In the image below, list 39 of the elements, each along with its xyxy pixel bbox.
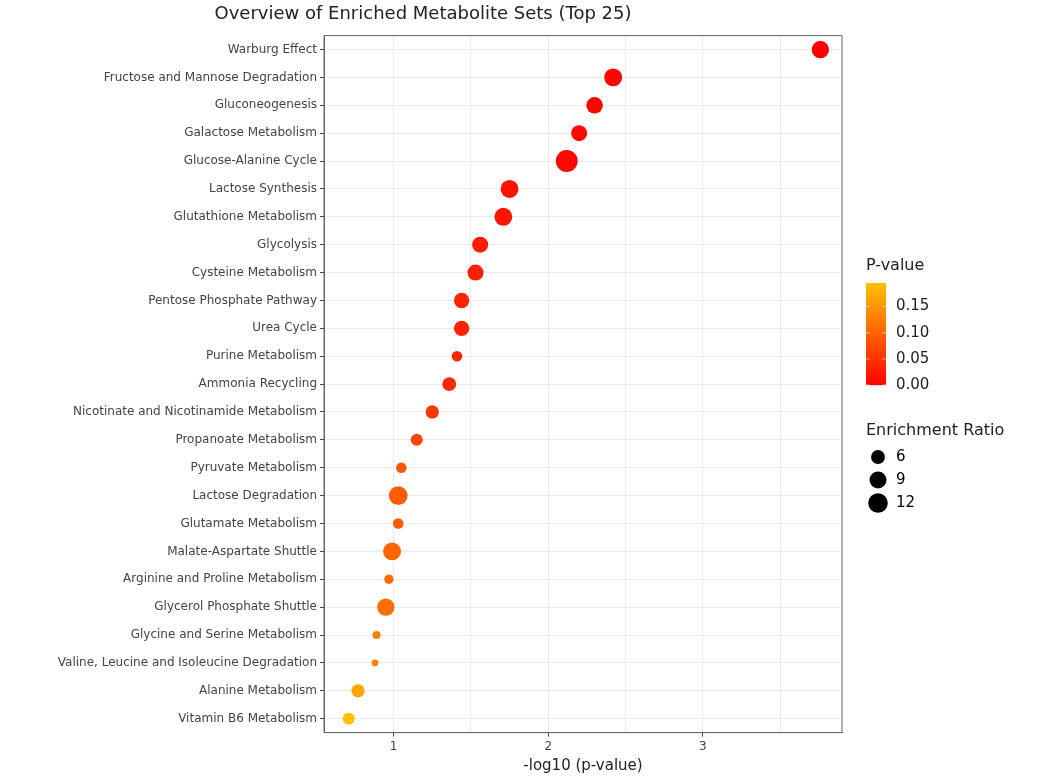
color-bar-title: P-value [866,255,925,274]
x-axis-title: -log10 (p-value) [523,755,643,774]
y-tick-label: Vitamin B6 Metabolism [178,710,317,725]
y-tick-label: Glucose-Alanine Cycle [183,153,317,168]
legend-label: 6 [896,446,906,465]
legend-label: 12 [896,492,916,511]
y-tick-label: Pyruvate Metabolism [190,459,317,474]
y-tick-label: Ammonia Recycling [198,376,317,391]
y-tick-label: Galactose Metabolism [184,125,317,140]
y-tick-label: Glutamate Metabolism [180,515,317,530]
y-tick-label: Cysteine Metabolism [191,264,317,279]
color-bar-label: 0.15 [896,296,930,315]
y-tick-label: Pentose Phosphate Pathway [148,292,317,307]
y-tick-label: Gluconeogenesis [214,97,317,112]
y-tick-label: Glutathione Metabolism [173,208,317,223]
x-tick-label: 3 [699,738,707,753]
y-tick-label: Lactose Degradation [192,487,317,502]
y-tick-label: Fructose and Mannose Degradation [103,69,317,84]
legend-label: 9 [896,469,906,488]
y-tick-label: Warburg Effect [227,41,318,56]
y-tick-label: Glycine and Serine Metabolism [130,627,317,642]
y-tick-label: Malate-Aspartate Shuttle [167,543,317,558]
y-tick-label: Lactose Synthesis [209,181,317,196]
color-bar-label: 0.00 [896,374,930,393]
y-tick-label: Glycerol Phosphate Shuttle [154,599,317,614]
y-tick-label: Glycolysis [257,236,317,251]
y-tick-label: Purine Metabolism [205,348,317,363]
y-tick-label: Nicotinate and Nicotinamide Metabolism [73,404,317,419]
y-tick-label: Alanine Metabolism [198,682,317,697]
y-tick-label: Urea Cycle [252,320,317,335]
x-tick-label: 1 [389,738,398,753]
x-tick-label: 2 [544,738,553,753]
legend-title: Enrichment Ratio [866,420,1005,439]
y-tick-label: Valine, Leucine and Isoleucine Degradation [57,655,317,670]
y-tick-label: Propanoate Metabolism [175,431,317,446]
y-tick-label: Arginine and Proline Metabolism [123,571,317,586]
chart-title: Overview of Enriched Metabolite Sets (Top 25) [214,2,632,24]
color-bar-label: 0.05 [896,348,930,367]
color-bar-label: 0.10 [896,322,930,341]
